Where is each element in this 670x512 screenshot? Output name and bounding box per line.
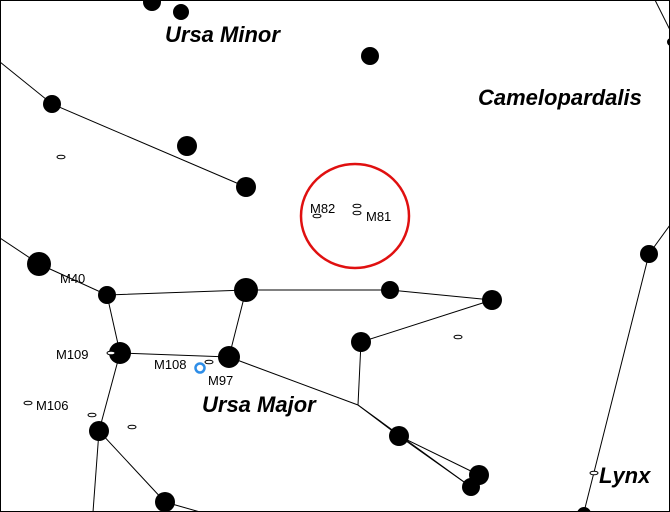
star <box>640 245 658 263</box>
star <box>173 4 189 20</box>
star <box>381 281 399 299</box>
star <box>351 332 371 352</box>
star <box>389 426 409 446</box>
galaxy <box>127 424 137 430</box>
star <box>98 286 116 304</box>
star <box>218 346 240 368</box>
line <box>92 430 100 512</box>
star <box>482 290 502 310</box>
object-label: M108 <box>154 357 187 372</box>
line <box>98 352 201 512</box>
star <box>462 478 480 496</box>
object-label: M40 <box>60 271 85 286</box>
object-label: M81 <box>366 209 391 224</box>
galaxy <box>312 213 322 219</box>
object-label: M97 <box>208 373 233 388</box>
galaxy <box>87 412 97 418</box>
star <box>361 47 379 65</box>
planetary-nebula <box>194 362 206 374</box>
star <box>155 492 175 512</box>
object-label: M106 <box>36 398 69 413</box>
line <box>357 404 472 488</box>
star <box>577 507 591 512</box>
object-label: M82 <box>310 201 335 216</box>
star <box>236 177 256 197</box>
star <box>177 136 197 156</box>
galaxy <box>453 334 463 340</box>
stars <box>27 0 670 512</box>
galaxy <box>23 400 33 406</box>
galaxy <box>204 359 214 365</box>
star <box>89 421 109 441</box>
constellation-label: Lynx <box>599 463 651 488</box>
galaxy <box>352 203 362 209</box>
galaxy <box>589 470 599 476</box>
line <box>106 289 247 358</box>
line <box>654 0 670 31</box>
star <box>143 0 161 11</box>
constellation-label: Ursa Minor <box>165 22 281 47</box>
line <box>0 237 493 476</box>
constellation-label: Ursa Major <box>202 392 317 417</box>
star <box>667 38 670 46</box>
galaxy <box>352 210 362 216</box>
galaxy <box>56 154 66 160</box>
labels: Ursa Minor Camelopardalis Ursa Major Lyn… <box>36 22 651 488</box>
galaxies <box>23 154 599 476</box>
object-label: M109 <box>56 347 89 362</box>
line <box>228 356 359 406</box>
galaxy <box>106 350 116 356</box>
star <box>27 252 51 276</box>
star <box>234 278 258 302</box>
highlight-circle <box>299 162 411 270</box>
constellation-label: Camelopardalis <box>478 85 642 110</box>
star <box>43 95 61 113</box>
star <box>109 342 131 364</box>
